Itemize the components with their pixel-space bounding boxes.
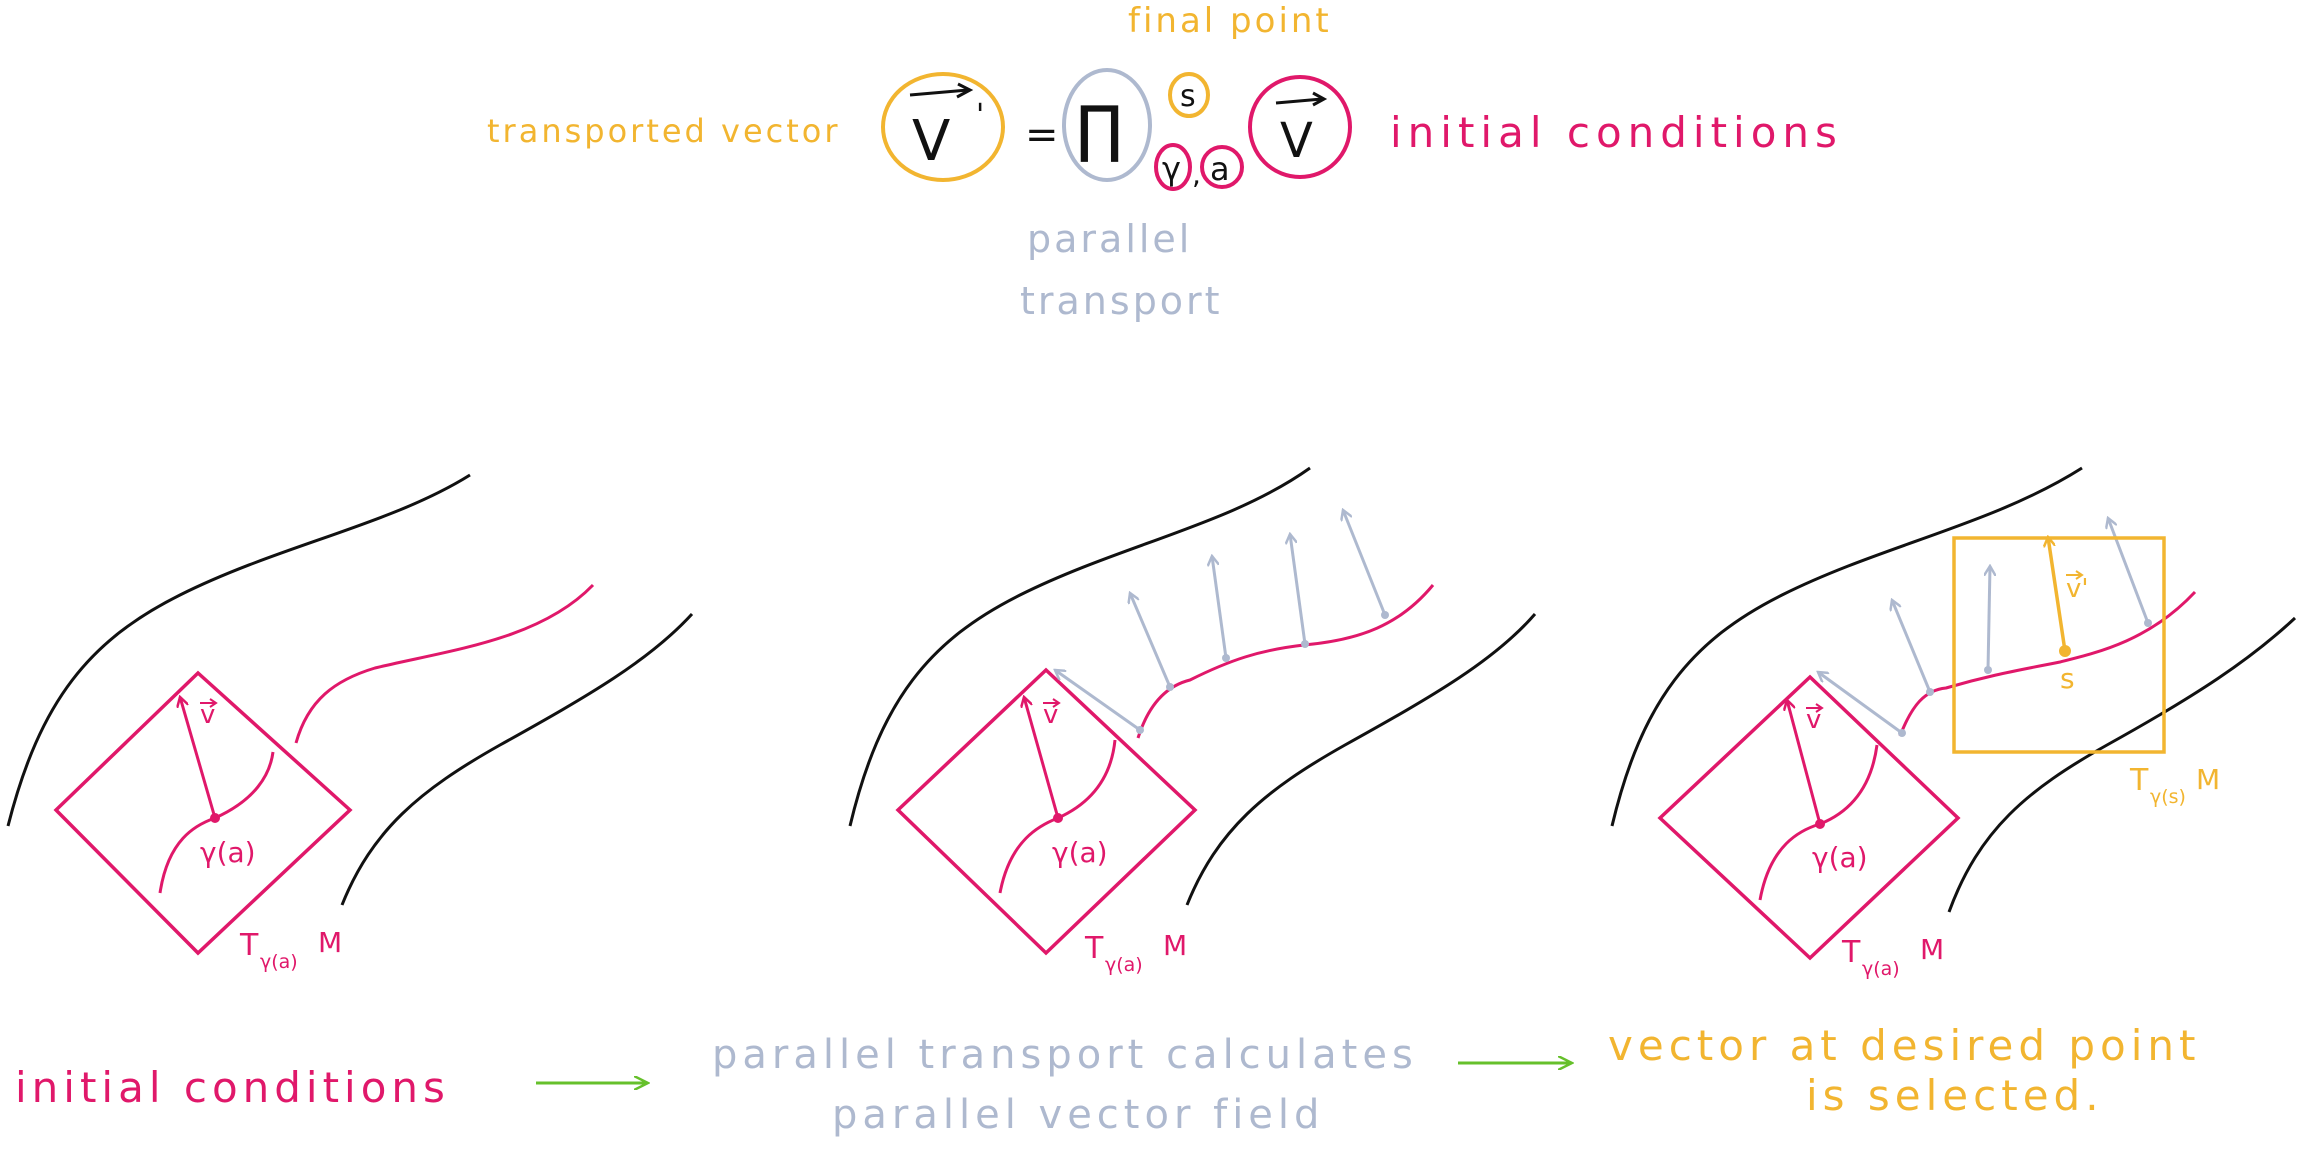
panel-selected-vector: v' s T γ(s) M v γ(a) T γ(a) M xyxy=(1610,466,2297,980)
point-gamma-a-label: γ(a) xyxy=(1812,841,1868,874)
subscript-a-circle xyxy=(1200,145,1244,189)
lhs-vector-arrow xyxy=(909,88,969,97)
point-gamma-a xyxy=(210,813,220,823)
transported-vector-arrow xyxy=(1988,566,1990,671)
curve-gamma-outside xyxy=(1136,584,1435,739)
rhs-vector-arrow xyxy=(1275,97,1323,105)
initial-vector-arrow xyxy=(1024,697,1060,819)
tangent-space-M: M xyxy=(1163,929,1187,962)
subscript-a: a xyxy=(1210,150,1230,188)
tangent-space-sub: γ(a) xyxy=(1862,958,1900,980)
selected-space-T: T xyxy=(2129,763,2149,798)
subscript-gamma-circle xyxy=(1154,143,1192,191)
selected-space-sub: γ(s) xyxy=(2150,786,2186,808)
selected-vector-label: v' xyxy=(2066,574,2089,604)
curve-sample-point xyxy=(2144,619,2152,627)
captions: initial conditions parallel transport ca… xyxy=(15,1021,2200,1138)
tangent-space-square xyxy=(1657,674,1961,961)
lhs-vector-arrowhead xyxy=(956,82,974,99)
selected-point-s xyxy=(2059,645,2071,657)
vector-v-label-arrow xyxy=(1043,698,1061,708)
rhs-vector-symbol: V xyxy=(1280,113,1313,169)
transported-vector-arrow xyxy=(1892,600,1932,693)
transported-vector-arrow xyxy=(1818,672,1903,735)
tangent-space-T: T xyxy=(239,928,259,963)
curve-sample-point xyxy=(1898,729,1906,737)
lhs-vector-symbol: V xyxy=(912,109,950,174)
transported-vector-arrow xyxy=(2108,518,2150,624)
selected-vector-arrow xyxy=(2048,537,2067,652)
operator-circle xyxy=(1062,68,1152,182)
final-point-label: final point xyxy=(1128,1,1332,41)
curve-sample-point xyxy=(1381,611,1389,619)
curve-gamma-outside xyxy=(294,583,595,744)
superscript-circle xyxy=(1168,72,1210,118)
vector-v-label-arrow xyxy=(200,698,218,708)
transported-vector-label: transported vector xyxy=(487,112,841,150)
caption-initial-conditions: initial conditions xyxy=(15,1063,450,1112)
caption-parallel-transport-line2: parallel vector field xyxy=(832,1092,1324,1138)
vector-v-label: v xyxy=(1806,705,1821,735)
tangent-space-M: M xyxy=(318,926,342,959)
superscript-s: s xyxy=(1180,79,1196,114)
selected-space-M: M xyxy=(2196,763,2220,796)
curve-sample-point xyxy=(1222,654,1230,662)
caption-selected-line2: is selected. xyxy=(1806,1071,2104,1120)
manifold-lower-edge xyxy=(1185,613,1537,906)
tangent-space-sub: γ(a) xyxy=(1105,954,1143,976)
rhs-vector-arrowhead xyxy=(1312,91,1328,107)
caption-parallel-transport-line1: parallel transport calculates xyxy=(712,1032,1418,1078)
transported-vector-arrow xyxy=(1055,670,1141,732)
manifold-upper-edge xyxy=(6,473,471,827)
lhs-prime: ' xyxy=(976,98,984,133)
panel-initial-conditions: v γ(a) T γ(a) M xyxy=(6,473,694,973)
equation: final point transported vector V ' = ∏ s… xyxy=(487,1,1843,323)
transported-vector-arrow xyxy=(1130,593,1172,688)
transported-vector-arrow xyxy=(1212,556,1228,659)
initial-conditions-label: initial conditions xyxy=(1390,108,1843,157)
tangent-space-square xyxy=(53,670,353,956)
transported-vector-arrow xyxy=(1343,510,1387,616)
tangent-space-T: T xyxy=(1084,931,1104,966)
manifold-lower-edge xyxy=(1947,616,2297,913)
curve-sample-point xyxy=(1301,640,1309,648)
subscript-comma: , xyxy=(1192,158,1201,191)
curve-sample-point xyxy=(1984,666,1992,674)
transported-vector-arrow xyxy=(1290,534,1307,645)
curve-sample-point xyxy=(1136,726,1144,734)
initial-vector-arrow xyxy=(1787,700,1822,825)
initial-vector-arrow xyxy=(180,697,217,819)
selected-vector-label-arrow xyxy=(2066,570,2084,580)
subscript-gamma: γ xyxy=(1162,150,1181,188)
tangent-space-square xyxy=(895,667,1198,956)
parallel-label-line1: parallel xyxy=(1027,217,1192,261)
point-gamma-a-label: γ(a) xyxy=(1052,836,1108,869)
curve-sample-point xyxy=(1926,688,1934,696)
panel-parallel-transport: v γ(a) T γ(a) M xyxy=(848,466,1537,976)
vector-v-label: v xyxy=(200,700,215,730)
selected-point-label: s xyxy=(2060,662,2075,695)
initial-vector-circle xyxy=(1248,75,1352,179)
curve-sample-point xyxy=(1166,683,1174,691)
manifold-lower-edge xyxy=(340,612,694,906)
point-gamma-a xyxy=(1815,819,1825,829)
parallel-label-line2: transport xyxy=(1020,279,1223,323)
tangent-space-sub: γ(a) xyxy=(260,951,298,973)
transported-vector-circle xyxy=(881,72,1005,182)
equals-sign: = xyxy=(1025,112,1059,158)
point-gamma-a xyxy=(1053,813,1063,823)
vector-v-label-arrow xyxy=(1806,703,1824,713)
curve-gamma-outside xyxy=(1898,590,2197,737)
vector-v-label: v xyxy=(1043,700,1058,730)
manifold-upper-edge xyxy=(848,466,1311,827)
manifold-upper-edge xyxy=(1610,466,2083,827)
tangent-space-T: T xyxy=(1841,935,1861,970)
tangent-space-M: M xyxy=(1920,933,1944,966)
parallel-transport-operator: ∏ xyxy=(1076,92,1123,165)
point-gamma-a-label: γ(a) xyxy=(200,836,256,869)
caption-selected-line1: vector at desired point xyxy=(1608,1021,2200,1070)
selected-tangent-space-box xyxy=(1952,536,2166,754)
